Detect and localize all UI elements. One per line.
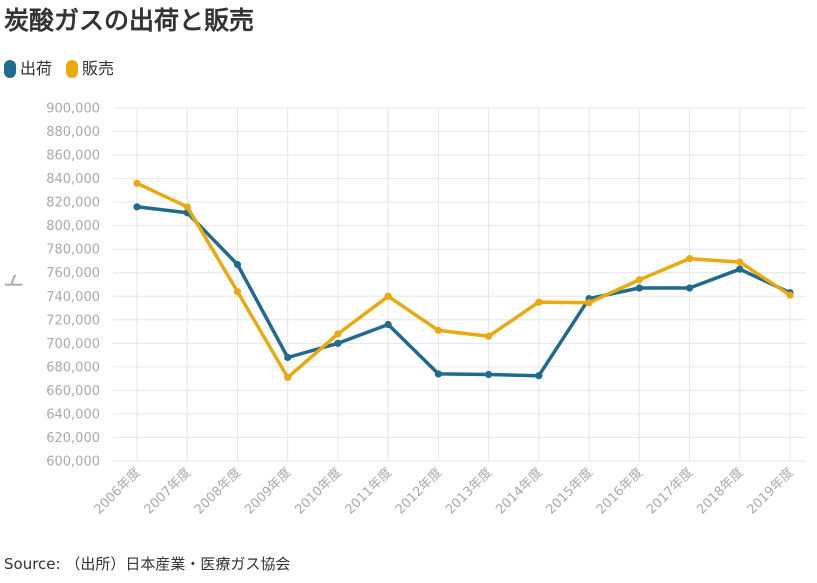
legend-label-shipment: 出荷	[20, 59, 53, 78]
data-point[interactable]	[233, 260, 242, 269]
legend-label-sales: 販売	[82, 59, 115, 78]
data-point[interactable]	[585, 299, 593, 307]
y-tick-label: 700,000	[46, 337, 100, 352]
x-tick-label: 2015年度	[543, 465, 596, 518]
y-axis-label: ト	[3, 271, 28, 293]
y-tick-label: 740,000	[46, 290, 100, 305]
data-point[interactable]	[183, 203, 191, 211]
y-tick-label: 880,000	[46, 125, 100, 140]
data-point[interactable]	[736, 265, 744, 273]
y-tick-label: 840,000	[46, 172, 100, 187]
series-sales	[133, 179, 794, 382]
data-point[interactable]	[736, 258, 744, 266]
legend-swatch-shipment	[4, 60, 16, 78]
data-point[interactable]	[685, 284, 694, 292]
y-tick-label: 640,000	[46, 407, 100, 422]
data-point[interactable]	[685, 255, 694, 263]
chart-title: 炭酸ガスの出荷と販売	[4, 6, 255, 35]
data-point[interactable]	[535, 372, 543, 380]
series-line	[135, 205, 792, 378]
x-tick-label: 2019年度	[744, 465, 797, 518]
x-tick-label: 2008年度	[191, 465, 244, 518]
y-tick-label: 900,000	[46, 102, 100, 117]
data-point[interactable]	[133, 203, 141, 211]
x-tick-label: 2016年度	[593, 465, 646, 518]
y-tick-label: 720,000	[46, 313, 100, 328]
y-tick-label: 600,000	[46, 455, 100, 470]
data-point[interactable]	[485, 370, 493, 379]
data-point[interactable]	[334, 339, 342, 347]
x-tick-label: 2007年度	[141, 465, 194, 518]
data-point[interactable]	[434, 326, 442, 334]
data-point[interactable]	[284, 373, 292, 382]
x-axis-ticks: 2006年度2007年度2008年度2009年度2010年度2011年度2012…	[91, 465, 797, 518]
x-tick-label: 2006年度	[91, 465, 144, 518]
y-tick-label: 620,000	[46, 431, 100, 446]
data-point[interactable]	[635, 284, 643, 292]
data-point[interactable]	[635, 276, 643, 284]
data-point[interactable]	[535, 298, 543, 306]
x-tick-label: 2012年度	[392, 465, 445, 518]
x-tick-label: 2017年度	[643, 465, 696, 518]
chart-legend: 出荷 販売	[4, 58, 128, 80]
y-tick-label: 780,000	[46, 243, 100, 258]
x-tick-label: 2010年度	[292, 465, 345, 518]
y-tick-label: 800,000	[46, 219, 100, 234]
data-point[interactable]	[334, 330, 342, 338]
x-tick-label: 2014年度	[493, 465, 546, 518]
data-point[interactable]	[434, 370, 442, 378]
legend-swatch-sales	[66, 60, 79, 78]
y-tick-label: 660,000	[46, 384, 100, 399]
series-lines	[133, 179, 794, 382]
data-point[interactable]	[133, 179, 141, 187]
grid-lines	[113, 107, 806, 462]
data-point[interactable]	[786, 291, 794, 299]
y-tick-label: 680,000	[46, 360, 100, 375]
y-axis-ticks: 600,000 620,000 640,000 660,000 680,000 700,0…	[46, 102, 100, 470]
y-tick-label: 860,000	[46, 149, 100, 164]
x-tick-label: 2011年度	[342, 465, 395, 518]
legend-item-shipment[interactable]: 出荷	[4, 58, 52, 80]
source-note: Source: （出所）日本産業・医療ガス協会	[4, 555, 291, 573]
x-tick-label: 2013年度	[442, 465, 495, 518]
data-point[interactable]	[384, 320, 392, 329]
x-tick-label: 2009年度	[241, 465, 294, 518]
data-point[interactable]	[485, 332, 493, 340]
data-point[interactable]	[284, 353, 292, 362]
x-tick-label: 2018年度	[693, 465, 746, 518]
line-chart: 600,000 620,000 640,000 660,000 680,000 700,0…	[3, 102, 806, 518]
series-line	[135, 181, 792, 380]
series-shipment	[133, 203, 794, 380]
y-tick-label: 760,000	[46, 266, 100, 281]
y-tick-label: 820,000	[46, 196, 100, 211]
data-point[interactable]	[233, 287, 242, 296]
data-point[interactable]	[384, 292, 392, 300]
legend-item-sales[interactable]: 販売	[66, 58, 114, 80]
